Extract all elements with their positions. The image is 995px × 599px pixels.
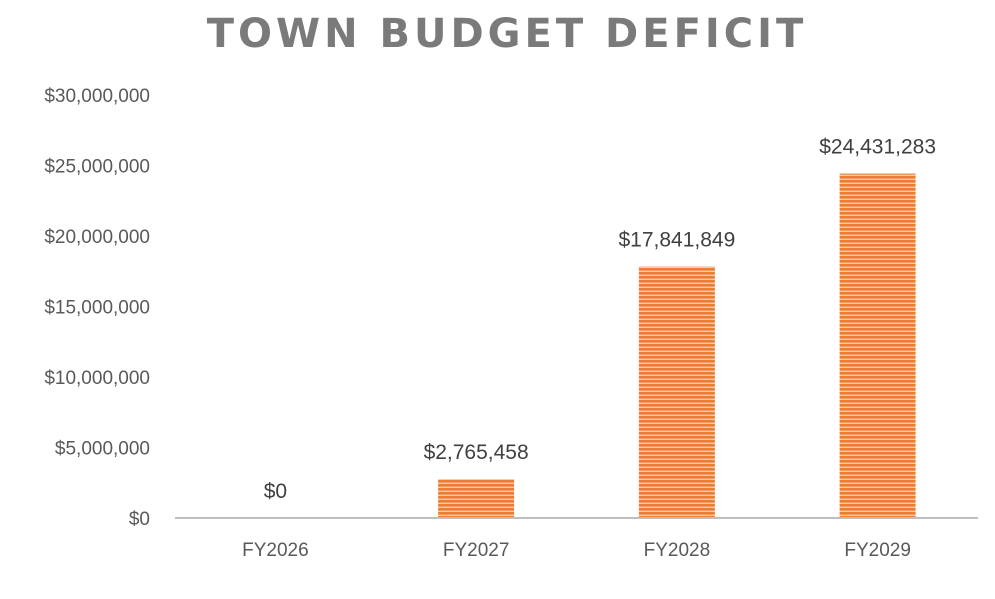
x-axis: FY2026 FY2027 FY2028 FY2029 bbox=[242, 540, 911, 561]
y-tick-label: $10,000,000 bbox=[44, 368, 150, 389]
y-tick-label: $25,000,000 bbox=[44, 157, 150, 178]
bar-fy2028 bbox=[638, 266, 715, 518]
x-tick-label: FY2027 bbox=[443, 540, 510, 561]
bars-group bbox=[438, 173, 916, 518]
y-tick-label: $20,000,000 bbox=[44, 227, 150, 248]
y-tick-label: $15,000,000 bbox=[44, 298, 150, 319]
data-label: $2,765,458 bbox=[424, 441, 529, 464]
y-tick-label: $5,000,000 bbox=[55, 439, 150, 460]
chart-title: TOWN BUDGET DEFICIT bbox=[207, 11, 808, 57]
x-tick-label: FY2026 bbox=[242, 540, 309, 561]
data-labels: $0 $2,765,458 $17,841,849 $24,431,283 bbox=[264, 136, 936, 503]
data-label: $24,431,283 bbox=[819, 136, 936, 159]
y-tick-label: $30,000,000 bbox=[44, 86, 150, 107]
data-label: $17,841,849 bbox=[618, 228, 735, 251]
bar-fy2027 bbox=[438, 479, 515, 518]
x-tick-label: FY2029 bbox=[844, 540, 911, 561]
x-tick-label: FY2028 bbox=[644, 540, 711, 561]
data-label: $0 bbox=[264, 480, 287, 503]
y-axis: $0 $5,000,000 $10,000,000 $15,000,000 $20,00… bbox=[44, 86, 150, 530]
bar-fy2029 bbox=[839, 173, 916, 518]
y-tick-label: $0 bbox=[129, 509, 150, 530]
